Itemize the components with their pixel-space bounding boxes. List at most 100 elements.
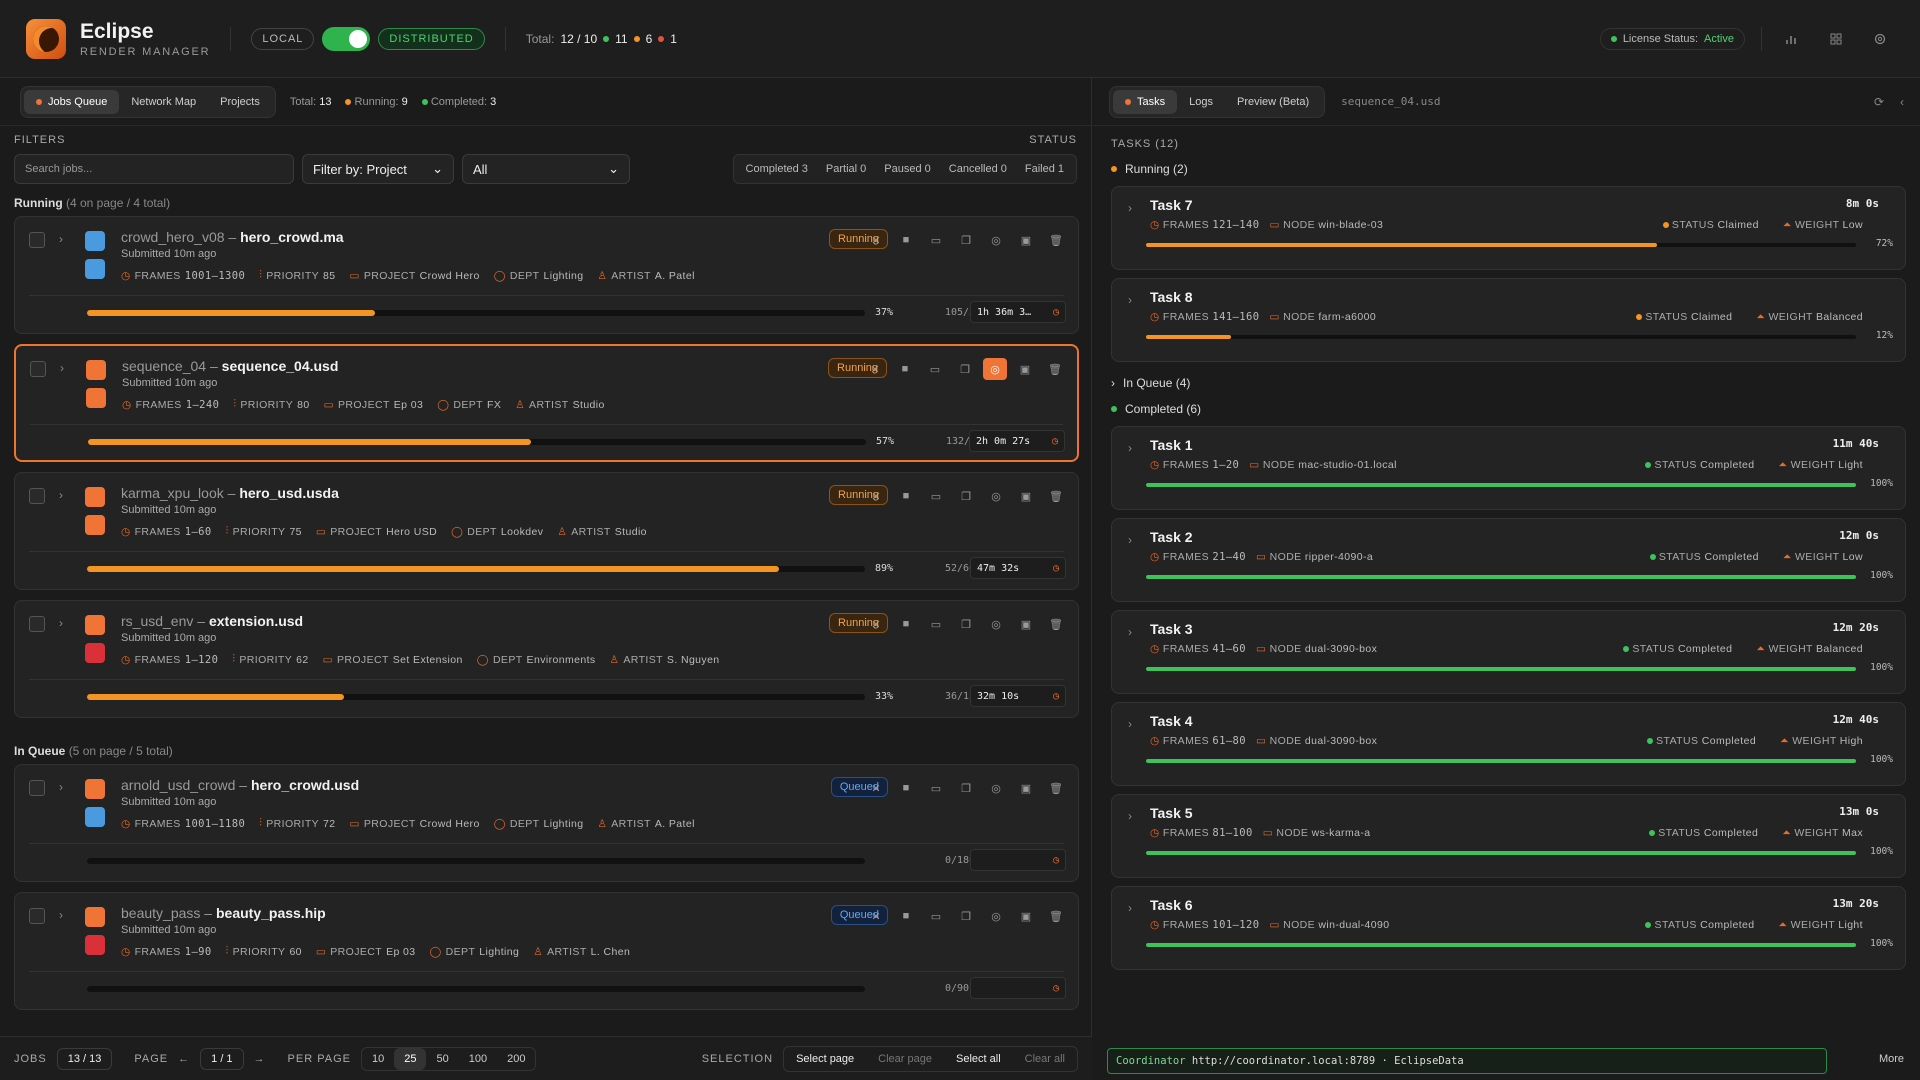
task-card[interactable]: › Task 7 8m 0s ◷ FRAMES 121–140 ▭ NODE w… (1111, 186, 1906, 270)
status-failed[interactable]: Failed 1 (1024, 163, 1064, 175)
filter-value-select[interactable]: All ⌄ (462, 154, 630, 184)
chevron-right-icon[interactable]: › (60, 361, 64, 375)
tab-tasks[interactable]: Tasks (1113, 89, 1178, 114)
cancel-icon[interactable]: ✕ (871, 234, 881, 247)
status-cancelled[interactable]: Cancelled 0 (948, 163, 1007, 175)
next-page-icon[interactable]: → (253, 1052, 266, 1065)
clear-page-button[interactable]: Clear page (878, 1052, 932, 1065)
copy-icon[interactable]: ❐ (960, 363, 970, 376)
trash-icon[interactable]: 🗑 (1049, 234, 1063, 247)
group-in-queue[interactable]: › In Queue (4) (1111, 376, 1191, 390)
camera-icon[interactable]: ▣ (1020, 618, 1032, 631)
preview-icon[interactable]: ◎ (991, 234, 1001, 247)
status-paused[interactable]: Paused 0 (884, 163, 931, 175)
camera-icon[interactable]: ▣ (1020, 490, 1032, 503)
cancel-icon[interactable]: ✕ (871, 490, 881, 503)
task-card[interactable]: › Task 5 13m 0s ◷ FRAMES 81–100 ▭ NODE w… (1111, 794, 1906, 878)
cancel-icon[interactable]: ✕ (871, 910, 881, 923)
clear-all-button[interactable]: Clear all (1024, 1052, 1065, 1065)
trash-icon[interactable]: 🗑 (1049, 910, 1063, 923)
status-completed[interactable]: Completed 3 (745, 163, 808, 175)
per-page-200[interactable]: 200 (507, 1052, 526, 1065)
stop-icon[interactable]: ■ (902, 782, 910, 794)
trash-icon[interactable]: 🗑 (1049, 490, 1063, 503)
job-checkbox[interactable] (29, 616, 45, 632)
chevron-right-icon[interactable]: › (59, 908, 63, 922)
collapse-icon[interactable]: ‹ (1900, 94, 1904, 109)
grid-icon[interactable] (1822, 25, 1850, 53)
mode-distributed-label[interactable]: DISTRIBUTED (378, 27, 485, 50)
job-checkbox[interactable] (30, 361, 46, 377)
job-card[interactable]: › beauty_pass – beauty_pass.hip Submitte… (14, 892, 1079, 1010)
trash-icon[interactable]: 🗑 (1049, 618, 1063, 631)
job-checkbox[interactable] (29, 780, 45, 796)
preview-icon[interactable]: ◎ (983, 358, 1007, 380)
copy-icon[interactable]: ❐ (961, 910, 971, 923)
folder-icon[interactable]: ▭ (930, 234, 942, 247)
stop-icon[interactable]: ■ (901, 363, 909, 375)
cancel-icon[interactable]: ✕ (871, 618, 881, 631)
chevron-right-icon[interactable]: › (1128, 201, 1132, 215)
group-running[interactable]: Running (2) (1093, 156, 1920, 182)
task-card[interactable]: › Task 8 ◷ FRAMES 141–160 ▭ NODE farm-a6… (1111, 278, 1906, 362)
trash-icon[interactable]: 🗑 (1049, 782, 1063, 795)
stats-chart-icon[interactable] (1778, 25, 1806, 53)
chevron-right-icon[interactable]: › (1128, 293, 1132, 307)
stop-icon[interactable]: ■ (902, 618, 910, 630)
folder-icon[interactable]: ▭ (930, 782, 942, 795)
more-button[interactable]: More (1878, 1053, 1904, 1065)
job-card[interactable]: › sequence_04 – sequence_04.usd Submitte… (14, 344, 1079, 462)
stop-icon[interactable]: ■ (902, 910, 910, 922)
tab-preview[interactable]: Preview (Beta) (1236, 95, 1310, 108)
chevron-right-icon[interactable]: › (1128, 717, 1132, 731)
per-page-100[interactable]: 100 (468, 1052, 488, 1065)
trash-icon[interactable]: 🗑 (1048, 363, 1062, 376)
preview-icon[interactable]: ◎ (991, 782, 1001, 795)
prev-page-icon[interactable]: ← (178, 1052, 191, 1065)
stop-icon[interactable]: ■ (902, 490, 910, 502)
chevron-right-icon[interactable]: › (59, 616, 63, 630)
tab-logs[interactable]: Logs (1189, 95, 1213, 108)
preview-icon[interactable]: ◎ (991, 490, 1001, 503)
status-partial[interactable]: Partial 0 (825, 163, 867, 175)
per-page-50[interactable]: 50 (436, 1052, 449, 1065)
chevron-right-icon[interactable]: › (1128, 441, 1132, 455)
preview-icon[interactable]: ◎ (991, 910, 1001, 923)
copy-icon[interactable]: ❐ (961, 234, 971, 247)
task-card[interactable]: › Task 1 11m 40s ◷ FRAMES 1–20 ▭ NODE ma… (1111, 426, 1906, 510)
chevron-right-icon[interactable]: › (59, 780, 63, 794)
copy-icon[interactable]: ❐ (961, 618, 971, 631)
gear-icon[interactable] (1866, 25, 1894, 53)
task-card[interactable]: › Task 3 12m 20s ◷ FRAMES 41–60 ▭ NODE d… (1111, 610, 1906, 694)
task-card[interactable]: › Task 2 12m 0s ◷ FRAMES 21–40 ▭ NODE ri… (1111, 518, 1906, 602)
select-page-button[interactable]: Select page (796, 1052, 855, 1065)
job-checkbox[interactable] (29, 488, 45, 504)
copy-icon[interactable]: ❐ (961, 490, 971, 503)
folder-icon[interactable]: ▭ (930, 910, 942, 923)
camera-icon[interactable]: ▣ (1020, 910, 1032, 923)
refresh-icon[interactable]: ⟳ (1873, 94, 1884, 109)
per-page-25[interactable]: 25 (394, 1047, 427, 1070)
job-checkbox[interactable] (29, 232, 45, 248)
chevron-right-icon[interactable]: › (1128, 625, 1132, 639)
job-checkbox[interactable] (29, 908, 45, 924)
camera-icon[interactable]: ▣ (1019, 363, 1031, 376)
per-page-10[interactable]: 10 (371, 1052, 385, 1065)
chevron-right-icon[interactable]: › (1128, 809, 1132, 823)
folder-icon[interactable]: ▭ (929, 363, 941, 376)
camera-icon[interactable]: ▣ (1020, 782, 1032, 795)
task-card[interactable]: › Task 6 13m 20s ◷ FRAMES 101–120 ▭ NODE… (1111, 886, 1906, 970)
tab-projects[interactable]: Projects (220, 95, 260, 108)
job-card[interactable]: › rs_usd_env – extension.usd Submitted 1… (14, 600, 1079, 718)
cancel-icon[interactable]: ✕ (871, 782, 881, 795)
mode-toggle[interactable] (322, 26, 371, 51)
select-all-button[interactable]: Select all (956, 1052, 1001, 1065)
folder-icon[interactable]: ▭ (930, 490, 942, 503)
job-card[interactable]: › crowd_hero_v08 – hero_crowd.ma Submitt… (14, 216, 1079, 334)
preview-icon[interactable]: ◎ (991, 618, 1001, 631)
stop-icon[interactable]: ■ (902, 234, 910, 246)
tab-jobs-queue[interactable]: Jobs Queue (24, 89, 120, 114)
cancel-icon[interactable]: ✕ (870, 363, 880, 376)
job-card[interactable]: › karma_xpu_look – hero_usd.usda Submitt… (14, 472, 1079, 590)
group-completed[interactable]: Completed (6) (1093, 396, 1920, 422)
